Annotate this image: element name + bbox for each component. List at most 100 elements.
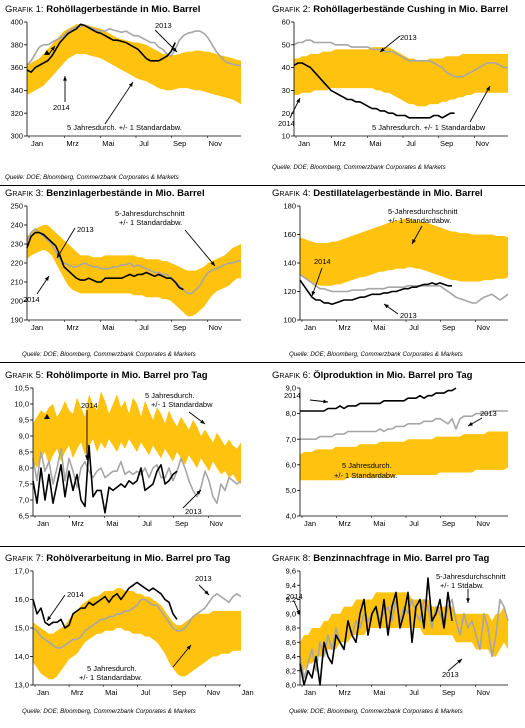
marker-triangle (44, 50, 50, 55)
y-tick-label: 9,0 (286, 384, 296, 393)
source-note: Quelle: DOE; Bloomberg, Commerzbank Corp… (289, 708, 463, 715)
x-tick-label: Jul (409, 688, 419, 697)
arrow-head (57, 253, 61, 258)
annotation-label: 2013 (77, 225, 94, 234)
annotation-label: 2013 (155, 21, 172, 30)
chart-title: Grafik 3: Benzinlagerbestände in Mio. Ba… (5, 188, 205, 199)
chart-plot: 4,0 5,0 6,0 7,0 8,0 9,0 Jan Mrz Mai Jul Sep Nov 2014… (284, 384, 508, 528)
x-tick-label: Jan (242, 688, 254, 697)
x-tick-label: Mrz (338, 519, 351, 528)
y-tick-label: 8,6 (286, 638, 296, 647)
divider (0, 362, 525, 363)
x-tick-label: Jan (37, 519, 49, 528)
y-tick-label: 220 (10, 259, 23, 268)
annotation-arrow (104, 81, 134, 125)
annotation-label: +/- 1 Standardabw. (119, 218, 182, 227)
x-tick-label: Nov (477, 688, 491, 697)
x-tick-label: Nov (207, 688, 221, 697)
chart-title: Grafik 6: Ölproduktion in Mio. Barrel pr… (272, 370, 473, 381)
chart-panel-6: Grafik 6: Ölproduktion in Mio. Barrel pr… (272, 370, 512, 545)
y-tick-label: 140 (283, 259, 296, 268)
y-tick-label: 9,2 (286, 595, 296, 604)
x-tick-label: Mai (105, 688, 117, 697)
y-tick-label: 250 (10, 202, 23, 211)
x-tick-label: Mai (373, 323, 385, 332)
source-note: Quelle: DOE; Bloomberg, Commerzbank Corp… (289, 351, 463, 358)
x-tick-label: Mai (373, 688, 385, 697)
arrow-head (44, 276, 49, 281)
x-tick-label: Sep (442, 519, 455, 528)
band-area (300, 592, 508, 671)
chart-plot: 10 20 30 40 50 60 Jan Mrz Mai Jul Sep Nov 2013 2014 5 … (278, 18, 508, 148)
x-tick-label: Jan (37, 688, 49, 697)
x-tick-label: Jul (140, 688, 150, 697)
chart-title: Grafik 8: Benzinnachfrage in Mio. Barrel… (272, 553, 490, 564)
chart-plot: 100 120 140 160 180 Jan Mrz Mai Jul Sep Nov 2013 201… (283, 202, 509, 332)
y-tick-label: 400 (10, 18, 23, 27)
arrow-head (380, 47, 385, 52)
x-tick-label: Mrz (338, 688, 351, 697)
arrow-head (128, 82, 133, 87)
arrow-head (210, 261, 215, 266)
x-tick-label: Mai (373, 519, 385, 528)
y-tick-label: 240 (10, 221, 23, 230)
arrow-head (186, 645, 191, 650)
series-line-2014 (32, 444, 178, 514)
annotation-label: 2014 (67, 590, 84, 599)
x-tick-label: Sep (175, 519, 188, 528)
series-line-2014 (32, 581, 178, 629)
band-area (300, 218, 508, 286)
source-note: Quelle: DOE; Bloomberg, Commerzbank Corp… (22, 708, 196, 715)
chart-panel-3: Grafik 3: Benzinlagerbestände in Mio. Ba… (5, 188, 245, 363)
annotation-label: 2014 (278, 119, 295, 128)
band-area (27, 24, 241, 105)
y-tick-label: 15,0 (14, 624, 29, 633)
annotation-label: 5 Jahresdurch. (342, 461, 392, 470)
y-tick-label: 120 (283, 287, 296, 296)
annotation-label: 5 Jahresdurch. +/- 1 Standardabw. (67, 123, 182, 132)
series-line-2014 (300, 387, 457, 412)
annotation-label: 2013 (442, 670, 459, 679)
series-line-2014 (299, 577, 453, 686)
y-tick-label: 320 (10, 109, 23, 118)
y-tick-label: 50 (282, 40, 290, 49)
y-tick-label: 160 (283, 230, 296, 239)
x-tick-label: Mai (102, 323, 114, 332)
y-tick-label: 16,0 (14, 595, 29, 604)
y-tick-label: 7,0 (286, 435, 296, 444)
x-tick-label: Nov (477, 519, 491, 528)
arrow-head (457, 659, 462, 664)
y-tick-label: 17,0 (14, 567, 29, 576)
y-tick-label: 10 (282, 132, 290, 141)
band-area (33, 588, 241, 680)
y-tick-label: 9,0 (19, 432, 29, 441)
y-tick-label: 10,5 (14, 384, 29, 393)
y-tick-label: 8,0 (286, 681, 296, 690)
y-tick-label: 190 (10, 316, 23, 325)
series-line-2013 (299, 598, 509, 679)
annotation-label: 2014 (53, 103, 70, 112)
arrow-head (85, 455, 89, 460)
annotation-arrow (469, 85, 491, 123)
arrow-head (412, 239, 416, 244)
annotation-label: 5-Jahresdurchschnitt (436, 572, 507, 581)
y-tick-label: 9,5 (19, 416, 29, 425)
series-line-2013 (32, 448, 242, 504)
y-tick-label: 300 (10, 132, 23, 141)
y-tick-label: 8,8 (286, 624, 296, 633)
arrow-head (50, 46, 55, 51)
x-tick-label: Mrz (66, 139, 79, 148)
chart-panel-2: Grafik 2: Rohöllagerbestände Cushing in … (272, 4, 512, 179)
band-area (27, 225, 241, 317)
x-tick-label: Jul (142, 519, 152, 528)
x-tick-label: Nov (476, 139, 490, 148)
annotation-label: 5 Jahresdurch. (145, 391, 195, 400)
arrow-head (311, 291, 316, 296)
x-tick-label: Jul (139, 323, 149, 332)
y-tick-label: 210 (10, 278, 23, 287)
annotation-label: 5-Jahresdurchschnitt (388, 207, 459, 216)
chart-plot: 8,0 8,2 8,4 8,6 8,8 9,0 9,2 9,4 9,6 Jan Mrz Mai Jul S… (286, 567, 509, 697)
y-tick-label: 340 (10, 86, 23, 95)
annotation-arrow (311, 267, 323, 297)
x-tick-label: Jan (304, 688, 316, 697)
